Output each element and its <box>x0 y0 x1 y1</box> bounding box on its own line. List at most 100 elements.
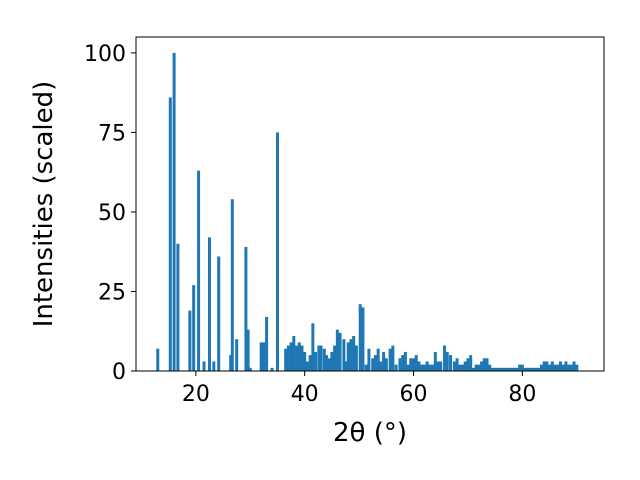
bar <box>192 285 196 371</box>
bar <box>308 355 312 371</box>
bar <box>207 237 211 371</box>
bar <box>539 364 543 371</box>
bar <box>314 351 318 371</box>
bar <box>523 367 527 371</box>
bar <box>417 361 421 371</box>
bar <box>485 358 489 371</box>
bar <box>230 199 234 371</box>
bar <box>443 345 447 371</box>
bar <box>531 367 535 371</box>
bar <box>455 358 459 371</box>
bar <box>305 361 309 371</box>
bar <box>490 367 494 371</box>
bar <box>507 367 511 371</box>
bar <box>482 358 486 371</box>
bar <box>526 367 530 371</box>
bar <box>262 342 266 371</box>
bar <box>275 132 279 371</box>
bar <box>367 348 371 371</box>
bar <box>229 355 233 371</box>
bar <box>217 256 221 371</box>
x-tick-label: 40 <box>291 382 319 407</box>
bar <box>373 355 377 371</box>
bar <box>504 367 508 371</box>
bar <box>324 355 328 371</box>
bar <box>425 361 429 371</box>
bar <box>569 364 573 371</box>
bar <box>575 364 579 371</box>
bar <box>550 361 554 371</box>
bar <box>376 348 380 371</box>
bar <box>168 97 172 371</box>
bar <box>342 339 346 371</box>
bar <box>176 243 180 371</box>
bar <box>471 367 475 371</box>
x-tick-label: 60 <box>400 382 428 407</box>
bar <box>335 329 339 371</box>
y-tick-label: 0 <box>112 360 126 385</box>
bar <box>542 361 546 371</box>
bar <box>317 345 321 371</box>
y-tick-label: 100 <box>84 42 126 67</box>
bar <box>300 345 304 371</box>
bar <box>428 364 432 371</box>
bar <box>561 364 565 371</box>
bar <box>349 339 353 371</box>
bar <box>520 364 524 371</box>
bar <box>509 367 513 371</box>
bar <box>330 351 334 371</box>
bar <box>338 332 342 371</box>
y-axis-ticks: 0 25 50 75 100 <box>84 42 136 385</box>
bar <box>156 348 160 371</box>
x-axis-ticks: 20 40 60 80 <box>182 371 536 407</box>
bar <box>346 342 350 371</box>
bar <box>445 351 449 371</box>
bar <box>545 361 549 371</box>
bar <box>246 329 250 371</box>
bar <box>235 339 239 371</box>
bar <box>515 367 519 371</box>
bar <box>488 364 492 371</box>
bar <box>270 367 274 371</box>
bar <box>501 367 505 371</box>
bar <box>436 361 440 371</box>
bar <box>333 345 337 371</box>
bar <box>398 358 402 371</box>
bar <box>322 348 326 371</box>
bar <box>327 358 331 371</box>
bar <box>406 364 410 371</box>
bar <box>311 323 315 371</box>
bar <box>303 351 307 371</box>
bar <box>461 364 465 371</box>
bar <box>295 345 299 371</box>
bar <box>477 364 481 371</box>
plot-frame <box>135 36 605 372</box>
bar <box>463 361 467 371</box>
bar <box>391 345 395 371</box>
x-tick-label: 80 <box>508 382 536 407</box>
bar <box>384 358 388 371</box>
bar <box>518 364 522 371</box>
bar <box>388 348 392 371</box>
bar <box>556 364 560 371</box>
bar <box>289 342 293 371</box>
bar <box>567 364 571 371</box>
bar <box>286 345 290 371</box>
bar <box>292 336 296 371</box>
bar <box>188 310 192 371</box>
bar <box>197 170 201 371</box>
bar <box>496 367 500 371</box>
bar <box>354 345 358 371</box>
bar <box>212 361 216 371</box>
bar <box>572 361 576 371</box>
bar <box>548 364 552 371</box>
bar <box>371 358 375 371</box>
bar <box>401 355 405 371</box>
bar <box>474 364 478 371</box>
y-axis-label: Intensities (scaled) <box>29 81 59 328</box>
bar <box>449 355 453 371</box>
bar <box>493 367 497 371</box>
bar <box>409 358 413 371</box>
bar <box>259 342 263 371</box>
